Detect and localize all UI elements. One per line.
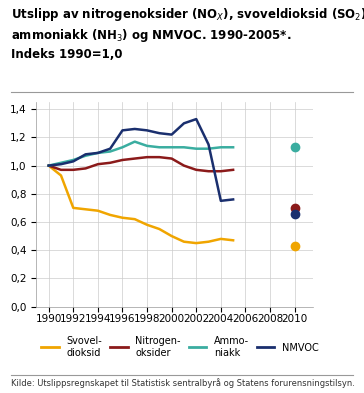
Legend: Svovel-
dioksid, Nitrogen-
oksider, Ammo-
niakk, NMVOC: Svovel- dioksid, Nitrogen- oksider, Ammo… <box>41 336 319 358</box>
Text: Utslipp av nitrogenoksider (NO$_X$), svoveldioksid (SO$_2$),
ammoniakk (NH$_3$) : Utslipp av nitrogenoksider (NO$_X$), svo… <box>11 6 364 61</box>
Text: Kilde: Utslippsregnskapet til Statistisk sentralbyrå og Statens forurensningstil: Kilde: Utslippsregnskapet til Statistisk… <box>11 378 355 388</box>
